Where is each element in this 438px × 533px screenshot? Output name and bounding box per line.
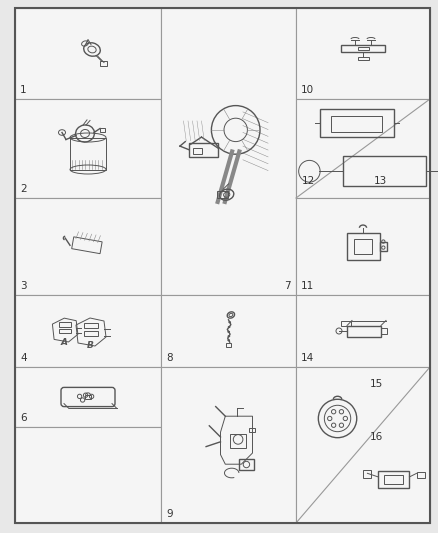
Bar [353, 239, 371, 254]
Bar [188, 143, 217, 157]
Text: A: A [60, 338, 67, 346]
Bar [15, 367, 161, 427]
Text: 1: 1 [20, 85, 27, 95]
Bar [15, 99, 161, 198]
Bar [100, 127, 105, 132]
Text: 4: 4 [20, 353, 27, 363]
Bar [15, 295, 161, 367]
Bar [59, 322, 71, 327]
Bar [84, 330, 98, 336]
Bar [357, 47, 367, 50]
Bar [330, 116, 381, 132]
Bar [342, 156, 425, 186]
Bar [362, 470, 370, 478]
Bar [295, 367, 429, 523]
Text: 14: 14 [300, 353, 314, 363]
Bar [225, 343, 231, 347]
Bar [295, 99, 429, 198]
Bar [238, 459, 254, 470]
Bar [346, 233, 378, 260]
Bar [84, 322, 98, 328]
Text: 9: 9 [166, 509, 172, 519]
Bar [161, 295, 295, 367]
Text: 10: 10 [300, 85, 314, 95]
Text: 13: 13 [373, 176, 386, 186]
Text: 15: 15 [369, 379, 382, 389]
Bar [59, 329, 71, 334]
Bar [340, 320, 350, 326]
Text: 2: 2 [20, 184, 27, 194]
Bar [346, 326, 380, 336]
Bar [70, 138, 106, 169]
Text: 8: 8 [166, 353, 172, 363]
Bar [192, 148, 201, 154]
Text: 11: 11 [300, 281, 314, 291]
Text: 12: 12 [300, 176, 314, 186]
Bar [230, 434, 246, 448]
Text: B: B [86, 341, 93, 350]
Bar [161, 8, 295, 295]
Bar [378, 471, 409, 488]
Bar [340, 45, 384, 52]
Bar [380, 328, 385, 334]
Bar [161, 367, 295, 523]
Bar [383, 475, 403, 483]
Text: 6: 6 [20, 413, 27, 423]
Bar [295, 198, 429, 295]
Bar [15, 427, 161, 523]
Bar [15, 8, 161, 99]
Text: 7: 7 [284, 281, 290, 291]
Bar [85, 395, 91, 399]
Bar [295, 295, 429, 367]
Bar [416, 472, 424, 478]
Bar [357, 57, 367, 60]
Bar [216, 191, 227, 198]
Bar [100, 61, 107, 66]
Text: 16: 16 [369, 432, 382, 442]
Bar [378, 241, 386, 252]
Bar [249, 428, 254, 432]
Bar [295, 8, 429, 99]
Bar [15, 198, 161, 295]
Bar [319, 109, 393, 136]
Text: 3: 3 [20, 281, 27, 291]
